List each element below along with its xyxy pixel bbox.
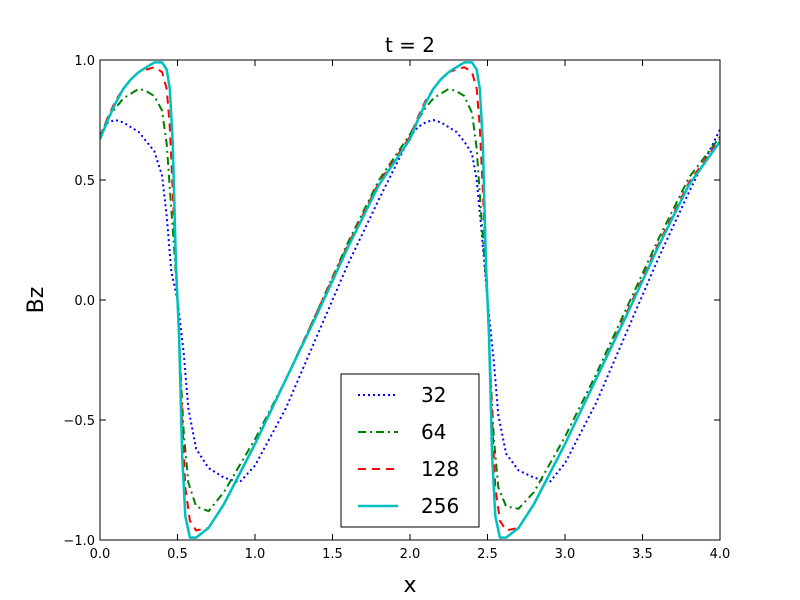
series-layer	[100, 61, 720, 539]
x-tick-label: 1.5	[322, 547, 343, 562]
x-tick-label: 0.0	[90, 547, 111, 562]
legend-label-32: 32	[421, 383, 446, 407]
chart-title: t = 2	[385, 33, 435, 57]
x-tick-label: 0.5	[167, 547, 188, 562]
y-tick-label: 0.5	[74, 174, 95, 189]
x-tick-label: 4.0	[710, 547, 731, 562]
y-tick-label: −0.5	[63, 414, 95, 429]
ticks-layer: 0.0 0.5 1.0 1.5 2.0 2.5 3.0 3.5 4.0 −1.0 −0.5 0.0 0.…	[63, 54, 730, 562]
x-tick-label: 3.5	[632, 547, 653, 562]
legend: 32 64 128 256	[340, 373, 480, 528]
legend-box	[340, 373, 480, 528]
x-tick-label: 2.5	[477, 547, 498, 562]
y-tick-label: 1.0	[74, 54, 95, 69]
series-line-256	[100, 61, 720, 539]
x-axis-label: x	[403, 573, 416, 598]
legend-label-128: 128	[421, 457, 459, 481]
y-tick-label: −1.0	[63, 534, 95, 549]
y-axis-label: Bz	[24, 287, 49, 314]
y-tick-label: 0.0	[74, 294, 95, 309]
x-tick-label: 2.0	[400, 547, 421, 562]
x-tick-label: 1.0	[245, 547, 266, 562]
legend-label-256: 256	[421, 494, 459, 518]
legend-label-64: 64	[421, 420, 446, 444]
series-line-64	[100, 87, 720, 513]
series-line-128	[100, 66, 720, 532]
x-tick-label: 3.0	[555, 547, 576, 562]
